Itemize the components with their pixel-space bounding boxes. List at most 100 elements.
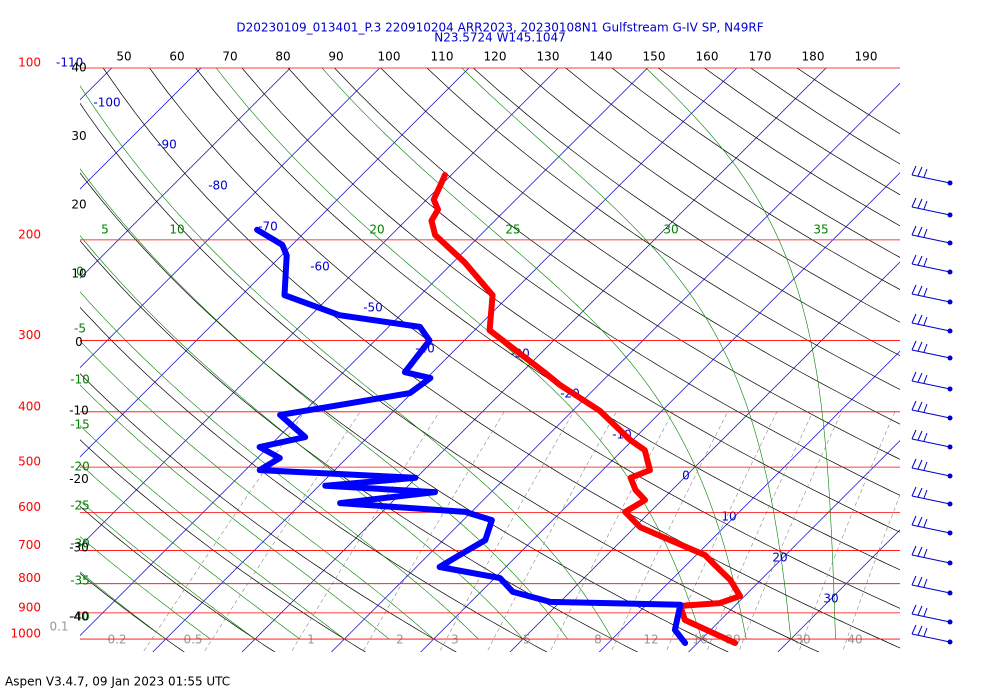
mixing-ratio-label: 30 <box>795 633 810 647</box>
dry-adiabat-label: 100 <box>378 50 401 64</box>
isotherm-label: 10 <box>721 510 736 524</box>
dry-adiabat <box>80 306 548 652</box>
dry-adiabat <box>80 439 367 652</box>
dry-adiabat <box>380 68 900 425</box>
altitude-label: 40 <box>71 61 86 75</box>
moist-adiabat-label: -15 <box>70 418 90 432</box>
mixing-ratio-label: 0.5 <box>183 633 202 647</box>
isotherm <box>80 68 648 636</box>
moist-adiabat <box>80 168 568 640</box>
wind-barb-station <box>947 415 953 421</box>
mixing-ratio-label: 8 <box>594 633 602 647</box>
wind-barb <box>911 165 951 184</box>
dry-adiabat <box>80 240 639 652</box>
moist-adiabat-label: 0 <box>76 265 84 279</box>
mixing-ratio-label: 5 <box>523 633 531 647</box>
wind-barb <box>911 545 951 564</box>
isotherm <box>80 68 470 458</box>
dry-adiabat-label: 90 <box>328 50 343 64</box>
wind-barb <box>911 458 951 477</box>
dry-adiabat-label: 190 <box>855 50 878 64</box>
mixing-ratio-line <box>665 411 778 652</box>
wind-barb <box>911 515 951 534</box>
pressure-label: 600 <box>18 500 41 514</box>
isotherm <box>330 82 900 652</box>
wind-barb-station <box>947 501 953 507</box>
altitude-label: 10 <box>71 266 86 280</box>
isotherm <box>80 68 559 547</box>
moist-adiabat-label: 10 <box>169 223 184 237</box>
isotherm-label: -100 <box>93 96 120 110</box>
mixing-ratio-line <box>842 494 900 652</box>
pressure-label: 500 <box>18 455 41 469</box>
moist-adiabat <box>80 85 613 640</box>
wind-barb <box>911 197 951 216</box>
chart-title: D20230109_013401_P.3 220910204 ARR2023, … <box>236 21 763 35</box>
dry-adiabat-label: 80 <box>275 50 290 64</box>
moist-adiabat <box>321 68 747 640</box>
isotherm <box>80 68 381 369</box>
dry-adiabat <box>80 505 276 652</box>
isotherm <box>152 68 738 652</box>
pressure-label: 1000 <box>10 627 41 641</box>
wind-barb <box>911 486 951 505</box>
temperature-profile <box>428 172 743 646</box>
wind-barb <box>911 254 951 273</box>
dry-adiabat <box>750 68 900 165</box>
dry-adiabat-label: 130 <box>537 50 560 64</box>
wind-barb <box>911 313 951 332</box>
dry-adiabat <box>80 373 457 652</box>
moist-adiabat <box>80 500 256 640</box>
pressure-label: 800 <box>18 571 41 585</box>
dry-adiabat-label: 150 <box>643 50 666 64</box>
pressure-label: 300 <box>18 328 41 342</box>
moist-adiabat <box>80 425 345 640</box>
altitude-label: -10 <box>69 404 89 418</box>
dry-adiabat <box>518 68 900 323</box>
dry-adiabat <box>80 102 820 652</box>
pressure-label: 400 <box>18 399 41 413</box>
pressure-label: 700 <box>18 538 41 552</box>
moist-adiabat <box>80 291 479 640</box>
mixing-ratio-line <box>798 411 896 652</box>
chart-subtitle: N23.5724 W145.1047 <box>434 31 566 45</box>
dry-adiabat-label: 60 <box>169 50 184 64</box>
isotherm <box>688 440 900 652</box>
isotherm <box>80 68 202 190</box>
wind-barb-station <box>947 473 953 479</box>
wind-barb-station <box>947 355 953 361</box>
dry-adiabat <box>80 573 185 652</box>
wind-barb-station <box>947 590 953 596</box>
isotherm <box>80 68 291 279</box>
altitude-label: -20 <box>69 472 89 486</box>
wind-barb-station <box>947 180 953 186</box>
isotherm-label: -60 <box>310 260 330 274</box>
mixing-ratio-line <box>203 411 361 652</box>
moist-adiabat-label: -25 <box>70 499 90 513</box>
altitude-label: 30 <box>71 129 86 143</box>
mixing-ratio-line <box>486 411 617 652</box>
moist-adiabat-label: -5 <box>74 322 86 336</box>
mixing-ratio-label: 12 <box>643 633 658 647</box>
dry-adiabat-label: 120 <box>484 50 507 64</box>
mixing-ratio-label: 2 <box>396 633 404 647</box>
mixing-ratio-line <box>549 411 674 652</box>
isotherm-label: 0 <box>682 469 690 483</box>
moist-adiabat-label: -20 <box>70 460 90 474</box>
mixing-ratio-line <box>439 411 574 652</box>
wind-barb <box>911 371 951 390</box>
mixing-ratio-label: 0.2 <box>107 633 126 647</box>
mixing-ratio-line <box>362 411 505 652</box>
isotherm-label: -90 <box>157 138 177 152</box>
mixing-ratio-line <box>142 411 305 652</box>
wind-barb-station <box>947 212 953 218</box>
wind-barb <box>911 225 951 244</box>
isotherm-label: -80 <box>208 179 228 193</box>
moist-adiabat-label: 20 <box>369 223 384 237</box>
isotherm <box>80 68 113 101</box>
dry-adiabat-label: 160 <box>696 50 719 64</box>
moist-adiabat-label: 5 <box>101 223 109 237</box>
moist-adiabat <box>80 536 211 640</box>
dry-adiabat <box>334 68 900 460</box>
